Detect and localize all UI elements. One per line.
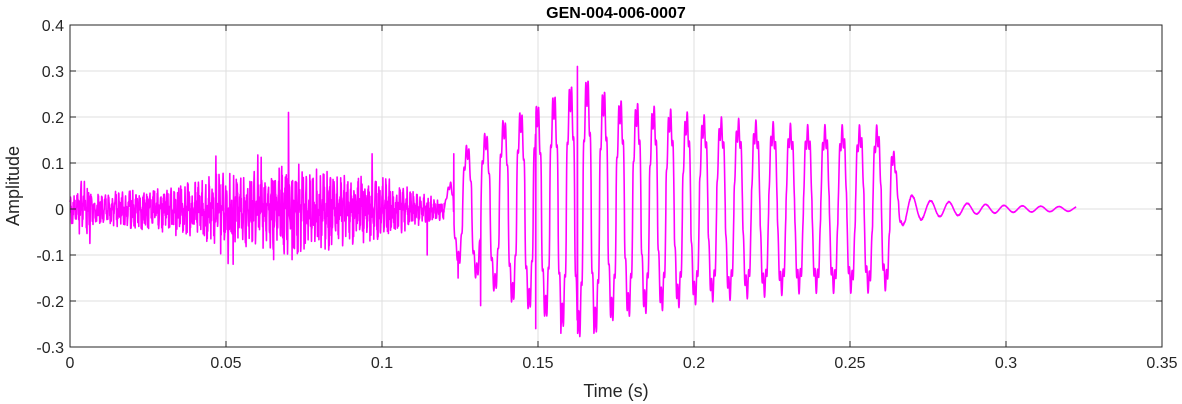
y-axis-label: Amplitude [3, 146, 23, 226]
y-tick-label: 0.3 [42, 64, 64, 81]
y-tick-labels: -0.3 -0.2 -0.1 0 0.1 0.2 0.3 0.4 [36, 18, 64, 357]
x-tick-label: 0 [66, 355, 75, 372]
chart-title: GEN-004-006-0007 [546, 5, 686, 22]
waveform-line [69, 65, 1077, 338]
x-tick-label: 0.15 [522, 355, 553, 372]
x-tick-label: 0.1 [371, 355, 393, 372]
ticks [69, 24, 1163, 348]
x-tick-label: 0.3 [995, 355, 1017, 372]
y-tick-label: -0.2 [36, 294, 64, 311]
x-tick-labels: 0 0.05 0.1 0.15 0.2 0.25 0.3 0.35 [66, 355, 1178, 372]
y-tick-label: 0.2 [42, 110, 64, 127]
y-tick-label: 0 [55, 202, 64, 219]
y-tick-label: -0.1 [36, 248, 64, 265]
axes-box [69, 24, 1163, 348]
waveform-series [69, 65, 1077, 338]
y-tick-label: 0.1 [42, 156, 64, 173]
x-tick-label: 0.05 [210, 355, 241, 372]
y-tick-label: 0.4 [42, 18, 64, 35]
x-tick-label: 0.2 [683, 355, 705, 372]
x-axis-label: Time (s) [583, 381, 648, 401]
y-tick-label: -0.3 [36, 340, 64, 357]
x-tick-label: 0.35 [1146, 355, 1177, 372]
x-tick-label: 0.25 [834, 355, 865, 372]
